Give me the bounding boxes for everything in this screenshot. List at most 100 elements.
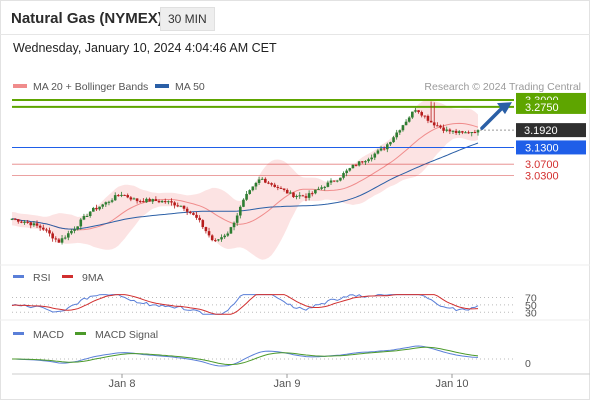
candle-body (395, 132, 398, 138)
candle-body (229, 227, 233, 234)
candle-body (367, 159, 370, 162)
candle-body (220, 237, 223, 240)
candle-body (57, 239, 61, 243)
time-axis-label: Jan 10 (435, 378, 468, 390)
candle-body (473, 132, 477, 134)
candle-body (76, 226, 79, 230)
candle-body (464, 132, 467, 134)
legend-label-rsi-9ma: 9MA (82, 272, 104, 284)
candle-body (45, 229, 48, 231)
forecast-arrowhead (497, 102, 512, 115)
candle-body (70, 230, 73, 234)
time-axis-label: Jan 9 (274, 378, 301, 390)
candle-body (179, 205, 183, 207)
legend-swatch-ma50 (155, 84, 169, 88)
candle-body (107, 201, 111, 203)
candle-body (364, 161, 367, 163)
candle-body (63, 237, 67, 239)
candle-body (157, 201, 161, 203)
candle-body (373, 153, 377, 158)
candle-body (41, 227, 45, 230)
instrument-title: Natural Gas (NYMEX) (11, 10, 163, 27)
candle-body (213, 240, 217, 242)
candle-body (242, 199, 245, 207)
candle-body (160, 201, 164, 203)
candle-body (20, 221, 23, 223)
legend-swatch-ma20 (13, 84, 27, 88)
candle-body (257, 179, 261, 183)
candle-body (370, 157, 373, 160)
candle-body (132, 198, 136, 200)
candle-body (398, 130, 402, 133)
macd-tick-label: 0 (525, 358, 531, 370)
candle-body (417, 110, 420, 113)
candle-body (120, 194, 123, 196)
candle-body (429, 120, 433, 123)
candle-body (351, 164, 355, 169)
candle-body (88, 211, 92, 217)
candle-body (173, 202, 176, 206)
candle-body (163, 201, 167, 203)
candle-body (276, 186, 280, 188)
legend-label-ma50: MA 50 (175, 81, 205, 93)
candle-body (314, 189, 317, 194)
candle-body (167, 201, 170, 203)
candle-body (207, 231, 211, 236)
candle-body (420, 112, 424, 116)
candle-body (98, 206, 101, 210)
candle-body (442, 127, 445, 131)
candle-body (85, 216, 89, 218)
candle-body (457, 131, 461, 133)
candle-body (279, 187, 283, 189)
candle-body (26, 221, 29, 223)
candle-body (48, 230, 51, 234)
candle-body (95, 207, 98, 210)
candle-body (292, 192, 295, 198)
legend-label-rsi: RSI (33, 272, 51, 284)
candle-body (411, 111, 414, 118)
rsi-tick-label: 50 (525, 300, 537, 312)
candle-body (66, 233, 70, 238)
candle-body (392, 137, 395, 143)
pivot-label: 3.1300 (525, 142, 559, 154)
candle-body (379, 148, 383, 151)
candle-body (235, 215, 239, 223)
candle-body (329, 180, 333, 183)
candle-body (201, 220, 205, 228)
candle-body (307, 193, 311, 198)
candle-body (317, 188, 320, 190)
candle-body (204, 227, 208, 232)
candle-body (454, 130, 458, 133)
resistance-label: 3.2750 (525, 102, 559, 114)
rsi-tick-label: 30 (525, 307, 537, 319)
candle-body (101, 204, 104, 207)
candle-body (254, 182, 258, 187)
candle-body (342, 173, 345, 178)
candle-body (476, 130, 480, 133)
timeframe-badge[interactable]: 30 MIN (160, 7, 215, 31)
candle-body (426, 115, 430, 121)
candle-body (32, 223, 36, 226)
candle-body (298, 195, 302, 197)
legend-swatch-rsi (13, 275, 24, 278)
candle-body (323, 186, 327, 188)
candle-body (226, 233, 230, 236)
resistance-tag (516, 99, 586, 114)
candle-body (382, 148, 386, 150)
candle-body (126, 195, 130, 198)
candle-body (407, 117, 411, 122)
candle-body (436, 125, 439, 127)
pivot-tag (516, 140, 586, 155)
candle-body (60, 238, 64, 243)
candle-body (354, 164, 358, 166)
candle-body (270, 183, 273, 185)
candle-body (335, 180, 339, 182)
bollinger-band (12, 100, 478, 260)
candle-body (51, 233, 54, 239)
candle-body (470, 132, 474, 134)
candle-body (445, 129, 449, 131)
candle-body (79, 219, 83, 227)
candle-body (357, 161, 361, 166)
candle-body (320, 187, 323, 189)
candle-body (104, 202, 108, 205)
